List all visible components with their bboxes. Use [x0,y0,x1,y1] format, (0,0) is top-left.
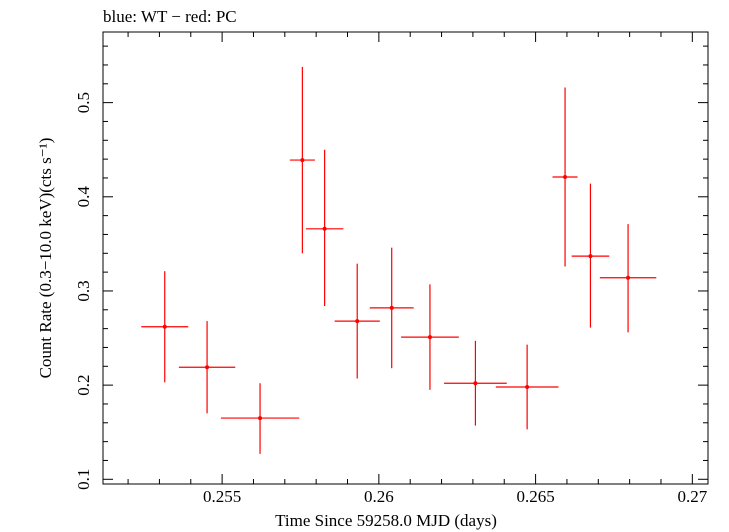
data-point [552,87,578,267]
x-tick-label: 0.26 [364,487,394,506]
data-marker [588,254,593,259]
data-point [444,340,507,426]
data-marker [525,385,530,390]
y-tick-label: 0.5 [74,92,93,113]
x-tick-label: 0.265 [516,487,554,506]
y-tick-label: 0.1 [74,469,93,490]
data-marker [355,319,360,324]
x-tick-label: 0.255 [203,487,241,506]
data-marker [473,381,478,386]
data-point [369,247,414,369]
data-point [334,263,380,379]
data-point [178,321,236,414]
data-marker [563,175,568,180]
y-tick-label: 0.4 [74,186,93,208]
data-marker [258,416,263,421]
data-marker [300,158,305,163]
x-tick-label: 0.27 [677,487,707,506]
x-axis-label: Time Since 59258.0 MJD (days) [275,511,497,530]
y-tick-label: 0.2 [74,375,93,396]
data-marker [427,335,432,340]
plot-border [102,31,709,485]
data-point [289,66,315,254]
x-tick-labels: 0.255 0.26 0.265 0.27 [203,487,708,506]
chart-title: blue: WT − red: PC [103,7,237,26]
data-point [220,383,300,454]
data-point [141,271,189,383]
data-point [495,344,559,430]
data-point [305,149,344,307]
y-tick-label: 0.3 [74,280,93,301]
data-point [571,183,610,328]
data-marker [322,226,327,231]
data-marker [389,305,394,310]
y-tick-labels: 0.1 0.2 0.3 0.4 0.5 [74,92,93,490]
data-point [401,284,459,390]
axis-ticks [103,32,708,484]
data-point [599,224,657,333]
plot-frame [102,31,709,485]
data-marker [626,275,631,280]
data-marker [162,324,167,329]
data-points [141,66,657,454]
data-marker [205,365,210,370]
y-axis-label: Count Rate (0.3−10.0 keV)(cts s⁻¹) [36,138,55,379]
